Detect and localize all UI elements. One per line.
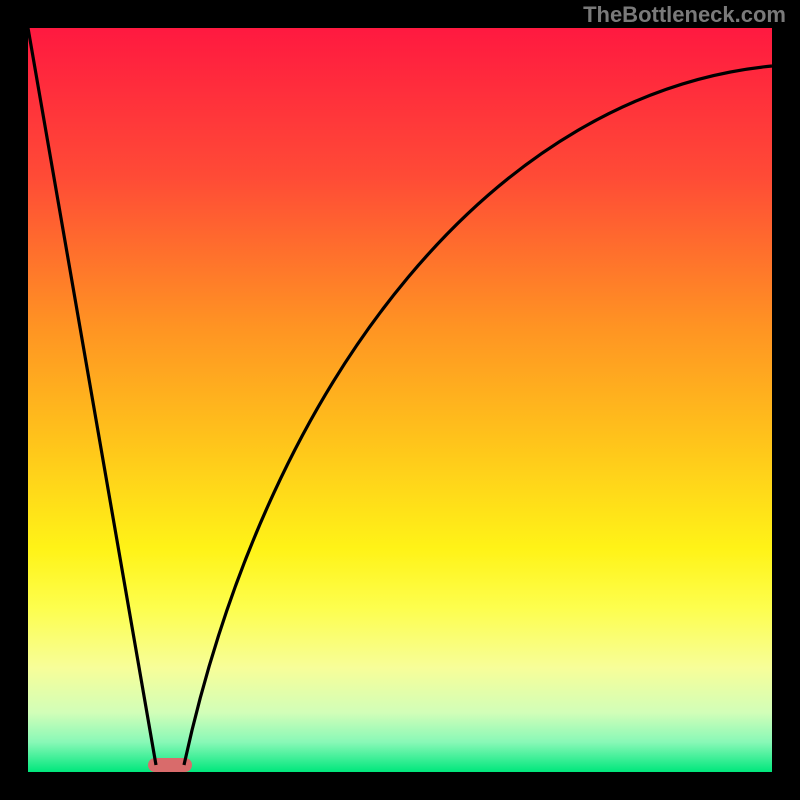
chart-background xyxy=(28,28,772,772)
bottleneck-chart xyxy=(0,0,800,800)
watermark-text: TheBottleneck.com xyxy=(583,2,786,28)
chart-container: TheBottleneck.com xyxy=(0,0,800,800)
